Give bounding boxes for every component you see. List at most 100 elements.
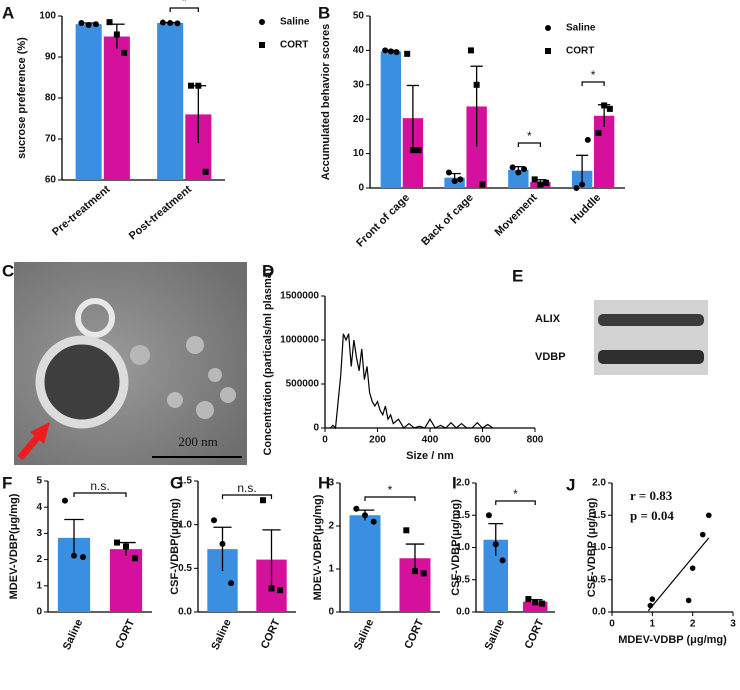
data-point bbox=[445, 169, 452, 176]
y-axis-label: sucrose preference (%) bbox=[16, 37, 28, 159]
panel-letter: F bbox=[2, 473, 12, 492]
particle bbox=[130, 345, 150, 365]
data-point bbox=[174, 20, 181, 27]
significance-bracket bbox=[221, 494, 273, 499]
data-point bbox=[515, 169, 522, 176]
data-point bbox=[521, 166, 528, 173]
annotation: r = 0.83 bbox=[630, 488, 673, 503]
panel-letter: B bbox=[318, 3, 330, 22]
data-point bbox=[353, 505, 360, 512]
annotation: p = 0.04 bbox=[630, 508, 674, 523]
data-point bbox=[382, 47, 389, 54]
y-tick-label: 2 bbox=[36, 554, 42, 565]
x-tick-label: 600 bbox=[474, 435, 491, 446]
y-tick-label: 4 bbox=[36, 502, 42, 513]
y-tick-label: 0.5 bbox=[178, 563, 192, 574]
data-point bbox=[71, 552, 77, 559]
particle bbox=[167, 392, 183, 408]
data-point bbox=[85, 22, 92, 29]
y-tick-label: 0 bbox=[328, 607, 334, 618]
line bbox=[329, 333, 494, 430]
data-point bbox=[525, 596, 532, 603]
data-point bbox=[409, 147, 416, 154]
y-tick-label: 80 bbox=[45, 93, 57, 104]
data-point bbox=[159, 19, 166, 26]
x-tick-label: 200 bbox=[369, 435, 386, 446]
panel-letter: A bbox=[2, 3, 14, 22]
x-tick-label: CORT bbox=[259, 617, 283, 651]
particle bbox=[186, 336, 204, 354]
data-point bbox=[387, 48, 394, 55]
data-point bbox=[202, 168, 209, 175]
significance-bracket bbox=[517, 142, 541, 147]
y-axis-label: Concentration (particals/ml plasma) bbox=[262, 268, 274, 455]
data-point bbox=[113, 539, 120, 546]
data-point bbox=[61, 497, 68, 504]
data-point bbox=[601, 102, 608, 109]
vesicle bbox=[35, 335, 129, 429]
x-tick-label: CORT bbox=[402, 617, 426, 651]
y-tick-label: 500000 bbox=[286, 379, 320, 390]
bar bbox=[508, 169, 529, 188]
significance-bracket bbox=[73, 492, 127, 497]
y-tick-label: 0.0 bbox=[592, 607, 606, 618]
y-tick-label: 100 bbox=[39, 11, 56, 22]
y-axis-label: Accumulated behavior scores bbox=[320, 24, 332, 181]
significance-label: n.s. bbox=[90, 479, 109, 493]
data-point bbox=[606, 105, 613, 112]
y-tick-label: 1.5 bbox=[592, 510, 606, 521]
y-tick-label: 40 bbox=[353, 45, 365, 56]
data-point bbox=[195, 82, 202, 89]
y-tick-label: 3 bbox=[328, 478, 334, 489]
x-tick-label: 0 bbox=[322, 435, 328, 446]
legend-label: CORT bbox=[280, 40, 308, 51]
y-tick-label: 1500000 bbox=[280, 291, 319, 302]
data-point bbox=[403, 527, 410, 534]
data-point bbox=[277, 587, 284, 594]
x-tick-label: Front of cage bbox=[354, 192, 412, 250]
y-tick-label: 60 bbox=[45, 175, 57, 186]
x-axis-label: MDEV-VDBP (μg/mg) bbox=[618, 634, 727, 646]
data-point bbox=[509, 164, 516, 171]
vesicle bbox=[75, 298, 115, 338]
significance-bracket bbox=[495, 500, 536, 505]
x-tick-label: 800 bbox=[527, 435, 544, 446]
data-point bbox=[80, 553, 87, 560]
data-point bbox=[706, 512, 712, 519]
y-tick-label: 70 bbox=[45, 134, 57, 145]
y-tick-label: 0.5 bbox=[592, 574, 606, 585]
x-tick-label: Huddle bbox=[568, 192, 603, 227]
data-point bbox=[121, 49, 128, 56]
significance-label: * bbox=[527, 129, 532, 143]
y-tick-label: 0.0 bbox=[178, 607, 192, 618]
y-tick-label: 2 bbox=[328, 521, 334, 532]
bar bbox=[349, 515, 381, 612]
y-tick-label: 0.5 bbox=[456, 574, 470, 585]
data-point bbox=[420, 570, 427, 577]
data-point bbox=[595, 129, 602, 136]
bar bbox=[157, 22, 184, 180]
y-tick-label: 0.0 bbox=[456, 607, 470, 618]
data-point bbox=[473, 81, 480, 88]
data-point bbox=[268, 585, 275, 592]
data-point bbox=[228, 580, 235, 587]
data-point bbox=[415, 147, 422, 154]
panel-letter: D bbox=[262, 261, 274, 280]
y-tick-label: 20 bbox=[353, 114, 365, 125]
bar bbox=[380, 51, 402, 188]
data-point bbox=[210, 517, 217, 524]
y-tick-label: 1.5 bbox=[178, 476, 192, 487]
data-point bbox=[699, 531, 706, 538]
significance-label: n.s. bbox=[237, 481, 256, 495]
y-axis-label: CSF-VDBP(μg/mg) bbox=[169, 498, 181, 595]
y-tick-label: 1.0 bbox=[456, 542, 470, 553]
data-point bbox=[485, 512, 492, 519]
data-point bbox=[78, 19, 85, 26]
x-axis-label: Size / nm bbox=[406, 450, 454, 462]
x-tick-label: 1 bbox=[650, 619, 656, 630]
y-tick-label: 1.5 bbox=[456, 510, 470, 521]
panel-letter: I bbox=[452, 473, 457, 492]
particle bbox=[196, 401, 214, 419]
bar bbox=[103, 36, 130, 180]
data-point bbox=[531, 176, 538, 183]
